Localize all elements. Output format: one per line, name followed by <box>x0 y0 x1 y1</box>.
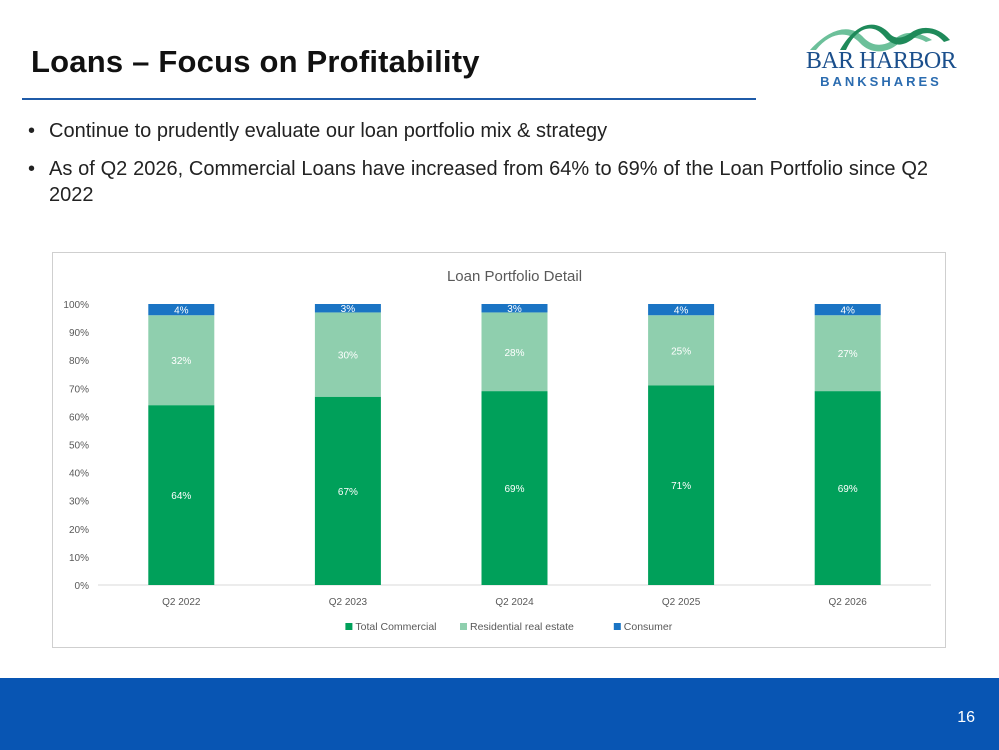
legend-label: Residential real estate <box>470 621 574 633</box>
y-tick-label: 0% <box>75 581 90 592</box>
x-tick-label: Q2 2026 <box>829 597 868 608</box>
bullet-marker: • <box>28 120 36 142</box>
y-tick-label: 100% <box>63 300 89 311</box>
data-label: 28% <box>504 348 524 359</box>
bar-segment <box>648 315 715 386</box>
y-tick-label: 90% <box>69 328 89 339</box>
y-tick-label: 10% <box>69 553 89 564</box>
y-tick-label: 20% <box>69 525 89 536</box>
data-label: 71% <box>671 481 691 492</box>
bar-segment <box>814 391 881 585</box>
slide-title: Loans – Focus on Profitability <box>31 44 480 79</box>
bar-segment <box>314 396 381 585</box>
y-tick-label: 70% <box>69 384 89 395</box>
bar-segment <box>314 312 381 397</box>
data-label: 27% <box>838 349 858 360</box>
legend-swatch <box>613 623 621 630</box>
data-label: 3% <box>507 304 522 315</box>
legend-swatch <box>345 623 353 630</box>
x-tick-label: Q2 2024 <box>495 597 534 608</box>
data-label: 3% <box>341 304 356 315</box>
bar-segment <box>481 304 548 313</box>
title-divider <box>22 98 756 100</box>
footer-bar: 16 <box>0 678 999 750</box>
bar-segment <box>481 312 548 392</box>
x-tick-label: Q2 2023 <box>329 597 368 608</box>
data-label: 30% <box>338 351 358 362</box>
data-label: 4% <box>840 306 855 317</box>
chart-svg: Loan Portfolio Detail 0% 10% 20% 30% 40% 50% 60… <box>63 268 931 633</box>
bar-segment <box>648 385 715 585</box>
y-tick-label: 40% <box>69 469 89 480</box>
bullet-list: • Continue to prudently evaluate our loa… <box>28 118 928 220</box>
data-label: 64% <box>171 491 191 502</box>
y-tick-label: 80% <box>69 356 89 367</box>
bar-segment <box>314 304 381 313</box>
mountain-light-shape <box>810 29 932 52</box>
bullet-item: • Continue to prudently evaluate our loa… <box>28 118 928 144</box>
bar-harbor-logo: BAR HARBOR BANKSHARES <box>806 24 957 89</box>
y-tick-label: 50% <box>69 441 89 452</box>
y-tick-label: 60% <box>69 412 89 423</box>
loan-portfolio-chart: Loan Portfolio Detail 0% 10% 20% 30% 40% 50% 60… <box>52 252 946 648</box>
bar-segment <box>148 405 215 585</box>
x-tick-label: Q2 2022 <box>162 597 201 608</box>
bullet-item: • As of Q2 2026, Commercial Loans have i… <box>28 156 928 208</box>
bar-segment <box>481 391 548 585</box>
data-label: 69% <box>504 484 524 495</box>
bar-segment <box>148 304 215 316</box>
y-tick-label: 30% <box>69 497 89 508</box>
data-label: 4% <box>674 306 689 317</box>
legend-label: Consumer <box>624 621 673 633</box>
bar-segment <box>814 304 881 316</box>
mountain-dark-shape <box>840 24 950 50</box>
data-label: 4% <box>174 306 189 317</box>
bullet-marker: • <box>28 158 36 180</box>
legend-label: Total Commercial <box>355 621 436 633</box>
logo-text-line1: BAR HARBOR <box>806 48 957 74</box>
data-label: 67% <box>338 487 358 498</box>
logo-text-line2: BANKSHARES <box>820 74 942 89</box>
data-label: 69% <box>838 484 858 495</box>
bar-segment <box>148 315 215 406</box>
chart-title: Loan Portfolio Detail <box>447 268 582 285</box>
bar-segment <box>648 304 715 316</box>
data-label: 25% <box>671 346 691 357</box>
legend-swatch <box>460 623 467 630</box>
data-label: 32% <box>171 356 191 367</box>
bar-segment <box>814 315 881 392</box>
x-tick-label: Q2 2025 <box>662 597 701 608</box>
bullet-text: Continue to prudently evaluate our loan … <box>49 120 608 142</box>
bullet-text: As of Q2 2026, Commercial Loans have inc… <box>49 158 928 206</box>
page-number: 16 <box>957 709 975 726</box>
